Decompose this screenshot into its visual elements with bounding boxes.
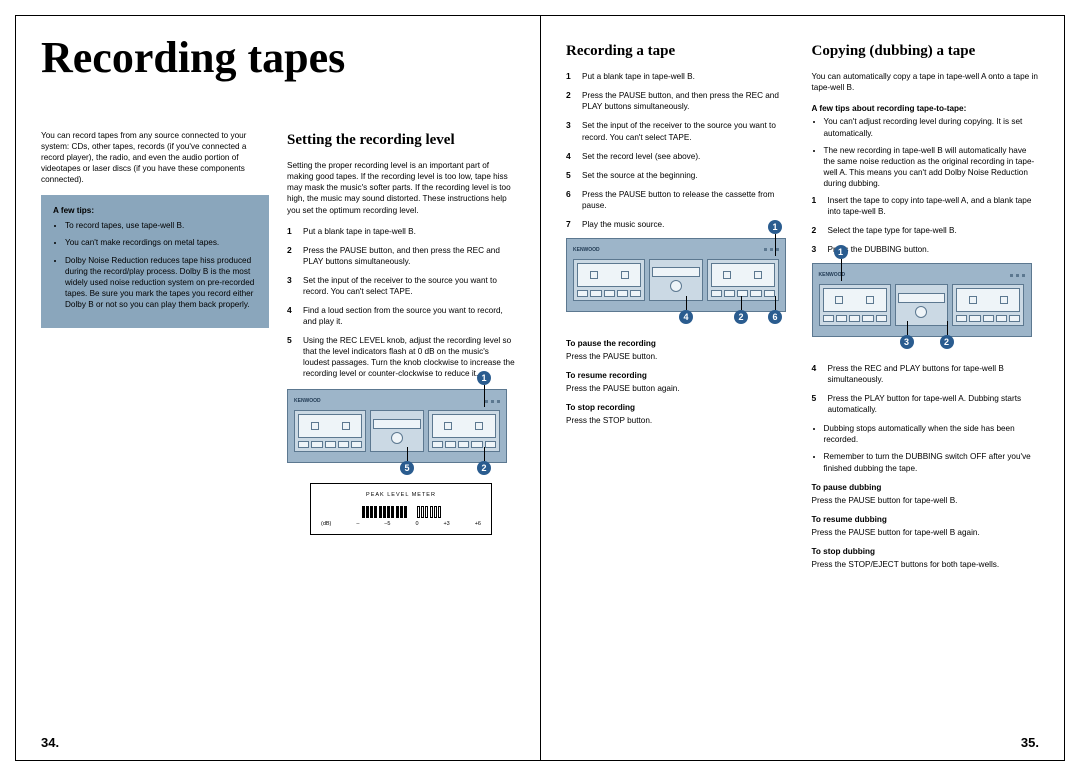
left-columns: You can record tapes from any source con… <box>41 130 515 535</box>
pause-sub: To pause the recording Press the PAUSE b… <box>566 338 794 362</box>
dubbing-tips-title: A few tips about recording tape-to-tape: <box>812 103 1040 114</box>
tip-item: You can't make recordings on metal tapes… <box>65 237 257 248</box>
step: Press the REC and PLAY buttons for tape-… <box>812 363 1040 385</box>
callout-2: 2 <box>734 310 748 324</box>
resume-title: To resume recording <box>566 370 794 381</box>
step: Insert the tape to copy into tape-well A… <box>812 195 1040 217</box>
callout-6: 6 <box>768 310 782 324</box>
callout-1: 1 <box>768 220 782 234</box>
dub-resume-title: To resume dubbing <box>812 514 1040 525</box>
col-setting: Setting the recording level Setting the … <box>287 130 515 535</box>
step: Set the record level (see above). <box>566 151 794 162</box>
step: Put a blank tape in tape-well B. <box>566 71 794 82</box>
tip-item: Dolby Noise Reduction reduces tape hiss … <box>65 255 257 310</box>
page-right: Recording a tape Put a blank tape in tap… <box>540 15 1065 761</box>
callout-1: 1 <box>477 371 491 385</box>
step: Select the tape type for tape-well B. <box>812 225 1040 236</box>
pause-title: To pause the recording <box>566 338 794 349</box>
dub-pause-title: To pause dubbing <box>812 482 1040 493</box>
rec-level-knob-icon <box>915 306 927 318</box>
recording-steps: Put a blank tape in tape-well B. Press t… <box>566 71 794 230</box>
callout-3: 3 <box>900 335 914 349</box>
cassette-deck-icon: KENWOOD <box>812 263 1032 337</box>
callout-1: 1 <box>834 245 848 259</box>
page-spread: Recording tapes You can record tapes fro… <box>0 0 1080 776</box>
intro-text: You can record tapes from any source con… <box>41 130 269 185</box>
step: Press the PLAY button for tape-well A. D… <box>812 393 1040 415</box>
dub-stop-sub: To stop dubbing Press the STOP/EJECT but… <box>812 546 1040 570</box>
step: Press the PAUSE button, and then press t… <box>566 90 794 112</box>
step: Press the PAUSE button, and then press t… <box>287 245 515 267</box>
step: Press the PAUSE button to release the ca… <box>566 189 794 211</box>
dubbing-tips: You can't adjust recording level during … <box>812 116 1040 188</box>
callout-2: 2 <box>940 335 954 349</box>
dubbing-intro: You can automatically copy a tape in tap… <box>812 71 1040 93</box>
col-recording: Recording a tape Put a blank tape in tap… <box>566 41 794 570</box>
dub-resume-body: Press the PAUSE button for tape-well B a… <box>812 528 980 537</box>
pause-body: Press the PAUSE button. <box>566 352 657 361</box>
recording-title: Recording a tape <box>566 41 794 61</box>
dub-tip: You can't adjust recording level during … <box>824 116 1040 138</box>
callout-4: 4 <box>679 310 693 324</box>
meter-scale: (dB) – –5 0 +3 +6 <box>321 521 481 528</box>
tip-item: To record tapes, use tape-well B. <box>65 220 257 231</box>
step: Put a blank tape in tape-well B. <box>287 226 515 237</box>
rec-level-knob-icon <box>391 432 403 444</box>
tips-title: A few tips: <box>53 205 257 216</box>
deck-diagram-dubbing: 1 KENWOOD 3 2 <box>812 263 1040 337</box>
step: Play the music source. <box>566 219 794 230</box>
dub-pause-body: Press the PAUSE button for tape-well B. <box>812 496 958 505</box>
dub-stop-body: Press the STOP/EJECT buttons for both ta… <box>812 560 1000 569</box>
meter-bars <box>321 504 481 518</box>
callout-2: 2 <box>477 461 491 475</box>
page-left: Recording tapes You can record tapes fro… <box>15 15 540 761</box>
dubbing-title: Copying (dubbing) a tape <box>812 41 1040 61</box>
setting-steps: Put a blank tape in tape-well B. Press t… <box>287 226 515 380</box>
page-number-left: 34. <box>41 735 59 750</box>
tips-box: A few tips: To record tapes, use tape-we… <box>41 195 269 328</box>
meter-title: PEAK LEVEL METER <box>321 492 481 499</box>
page-title: Recording tapes <box>41 36 515 80</box>
rec-level-knob-icon <box>670 280 682 292</box>
cassette-deck-icon: KENWOOD <box>287 389 507 463</box>
page-number-right: 35. <box>1021 735 1039 750</box>
dub-note: Remember to turn the DUBBING switch OFF … <box>824 451 1040 473</box>
dub-tip: The new recording in tape-well B will au… <box>824 145 1040 189</box>
peak-level-meter: PEAK LEVEL METER (dB) – –5 0 <box>310 483 492 535</box>
stop-body: Press the STOP button. <box>566 416 652 425</box>
step: Find a loud section from the source you … <box>287 305 515 327</box>
dub-stop-title: To stop dubbing <box>812 546 1040 557</box>
dubbing-notes: Dubbing stops automatically when the sid… <box>812 423 1040 473</box>
deck-brand: KENWOOD <box>573 247 600 254</box>
deck-diagram-setting: 1 KENWOOD 5 2 <box>287 389 515 463</box>
stop-sub: To stop recording Press the STOP button. <box>566 402 794 426</box>
cassette-deck-icon: KENWOOD <box>566 238 786 312</box>
dub-resume-sub: To resume dubbing Press the PAUSE button… <box>812 514 1040 538</box>
setting-title: Setting the recording level <box>287 130 515 150</box>
callout-5: 5 <box>400 461 414 475</box>
setting-intro: Setting the proper recording level is an… <box>287 160 515 215</box>
dubbing-steps-2: Press the REC and PLAY buttons for tape-… <box>812 363 1040 415</box>
deck-diagram-recording: 1 KENWOOD 4 2 6 <box>566 238 794 312</box>
stop-title: To stop recording <box>566 402 794 413</box>
col-intro: You can record tapes from any source con… <box>41 130 269 535</box>
deck-brand: KENWOOD <box>294 398 321 405</box>
dub-note: Dubbing stops automatically when the sid… <box>824 423 1040 445</box>
right-columns: Recording a tape Put a blank tape in tap… <box>566 41 1039 570</box>
step: Set the input of the receiver to the sou… <box>287 275 515 297</box>
step: Set the source at the beginning. <box>566 170 794 181</box>
tips-list: To record tapes, use tape-well B. You ca… <box>53 220 257 309</box>
resume-body: Press the PAUSE button again. <box>566 384 680 393</box>
col-dubbing: Copying (dubbing) a tape You can automat… <box>812 41 1040 570</box>
resume-sub: To resume recording Press the PAUSE butt… <box>566 370 794 394</box>
step: Set the input of the receiver to the sou… <box>566 120 794 142</box>
dub-pause-sub: To pause dubbing Press the PAUSE button … <box>812 482 1040 506</box>
